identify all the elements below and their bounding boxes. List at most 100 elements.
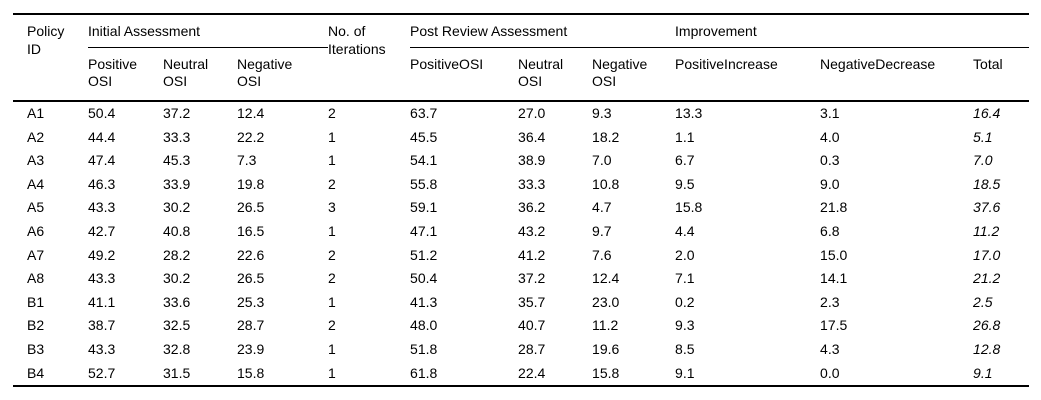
group-post-review-assessment: Post Review Assessment [410, 14, 676, 48]
table-row: B3 43.3 32.8 23.9 1 51.8 28.7 19.6 8.5 4.3 12.8 [13, 338, 1029, 362]
value-cell: 48.0 [410, 317, 438, 334]
value-cell: 37.2 [163, 105, 191, 121]
policy-id-cell: B2 [27, 317, 45, 334]
value-cell: 3.1 [820, 105, 840, 121]
value-cell: 25.3 [237, 293, 265, 310]
value-cell: 21.2 [973, 270, 1001, 287]
value-cell: 41.3 [410, 293, 438, 310]
value-cell: 7.0 [973, 152, 993, 169]
value-cell: 18.5 [973, 175, 1001, 192]
value-cell: 41.1 [88, 293, 116, 310]
table-row: A6 42.7 40.8 16.5 1 47.1 43.2 9.7 4.4 6.8 11.2 [13, 220, 1029, 244]
table-row: A5 43.3 30.2 26.5 3 59.1 36.2 4.7 15.8 21.8 37.6 [13, 196, 1029, 220]
value-cell: 19.6 [592, 340, 620, 357]
policy-id-column-header: Policy ID [27, 23, 65, 57]
value-cell: 1 [328, 222, 336, 239]
value-cell: 10.8 [592, 175, 620, 192]
value-cell: 37.6 [973, 199, 1001, 216]
table-header: Policy ID Initial Assessment No. of Iter… [13, 14, 1030, 101]
table-row: B2 38.7 32.5 28.7 2 48.0 40.7 11.2 9.3 17.5 26.8 [13, 314, 1029, 338]
value-cell: 2 [328, 175, 336, 192]
value-cell: 1 [328, 364, 336, 381]
value-cell: 4.7 [592, 199, 612, 216]
value-cell: 43.3 [88, 340, 116, 357]
value-cell: 50.4 [410, 270, 438, 287]
group-header-row: Policy ID Initial Assessment No. of Iter… [13, 14, 1030, 57]
value-cell: 4.0 [820, 128, 840, 145]
value-cell: 15.8 [675, 199, 703, 216]
value-cell: 26.5 [237, 199, 265, 216]
value-cell: 51.2 [410, 246, 438, 263]
value-cell: 7.1 [675, 270, 695, 287]
value-cell: 32.5 [163, 317, 191, 334]
value-cell: 52.7 [88, 364, 116, 381]
value-cell: 59.1 [410, 199, 438, 216]
value-cell: 45.5 [410, 128, 438, 145]
value-cell: 33.9 [163, 175, 191, 192]
value-cell: 51.8 [410, 340, 438, 357]
value-cell: 61.8 [410, 364, 438, 381]
value-cell: 4.4 [675, 222, 695, 239]
value-cell: 22.2 [237, 128, 265, 145]
value-cell: 28.7 [237, 317, 265, 334]
value-cell: 9.3 [592, 105, 612, 121]
value-cell: 33.3 [518, 175, 546, 192]
policy-id-cell: A5 [27, 199, 45, 216]
value-cell: 31.5 [163, 364, 191, 381]
value-cell: 47.4 [88, 152, 116, 169]
value-cell: 17.0 [973, 246, 1001, 263]
subcol-negative-decrease: NegativeDecrease [820, 56, 936, 72]
value-cell: 1 [328, 128, 336, 145]
subcol-post-neutral-osi: Neutral OSI [518, 56, 564, 89]
value-cell: 55.8 [410, 175, 438, 192]
value-cell: 18.2 [592, 128, 620, 145]
subcol-positive-increase: PositiveIncrease [675, 56, 778, 72]
value-cell: 40.8 [163, 222, 191, 239]
value-cell: 36.4 [518, 128, 546, 145]
subcol-post-positive-osi: PositiveOSI [410, 56, 484, 72]
table-row: A3 47.4 45.3 7.3 1 54.1 38.9 7.0 6.7 0.3 7.0 [13, 149, 1029, 173]
value-cell: 43.3 [88, 270, 116, 287]
value-cell: 32.8 [163, 340, 191, 357]
value-cell: 6.7 [675, 152, 695, 169]
value-cell: 2.3 [820, 293, 840, 310]
value-cell: 2 [328, 270, 336, 287]
value-cell: 2 [328, 105, 336, 121]
subcol-initial-negative-osi: Negative OSI [237, 56, 293, 89]
value-cell: 9.1 [973, 364, 993, 381]
value-cell: 3 [328, 199, 336, 216]
value-cell: 13.3 [675, 105, 703, 121]
value-cell: 42.7 [88, 222, 116, 239]
value-cell: 47.1 [410, 222, 438, 239]
value-cell: 37.2 [518, 270, 546, 287]
table-row: A7 49.2 28.2 22.6 2 51.2 41.2 7.6 2.0 15.0 17.0 [13, 244, 1029, 268]
policy-id-cell: B3 [27, 340, 45, 357]
value-cell: 0.0 [820, 364, 840, 381]
value-cell: 26.5 [237, 270, 265, 287]
value-cell: 9.0 [820, 175, 840, 192]
value-cell: 30.2 [163, 199, 191, 216]
table-row: B1 41.1 33.6 25.3 1 41.3 35.7 23.0 0.2 2.3 2.5 [13, 291, 1029, 315]
value-cell: 14.1 [820, 270, 848, 287]
subcol-initial-neutral-osi: Neutral OSI [163, 56, 209, 89]
table-row: A1 50.4 37.2 12.4 2 63.7 27.0 9.3 13.3 3.1 16.4 [13, 101, 1029, 126]
value-cell: 21.8 [820, 199, 848, 216]
value-cell: 2 [328, 317, 336, 334]
value-cell: 38.7 [88, 317, 116, 334]
value-cell: 33.6 [163, 293, 191, 310]
value-cell: 8.5 [675, 340, 695, 357]
value-cell: 12.4 [592, 270, 620, 287]
value-cell: 4.3 [820, 340, 840, 357]
value-cell: 50.4 [88, 105, 116, 121]
table-row: B4 52.7 31.5 15.8 1 61.8 22.4 15.8 9.1 0.0 9.1 [13, 362, 1029, 387]
value-cell: 15.0 [820, 246, 848, 263]
value-cell: 19.8 [237, 175, 265, 192]
table-row: A4 46.3 33.9 19.8 2 55.8 33.3 10.8 9.5 9.0 18.5 [13, 173, 1029, 197]
assessment-results-table: Policy ID Initial Assessment No. of Iter… [13, 13, 1030, 388]
value-cell: 0.3 [820, 152, 840, 169]
value-cell: 15.8 [592, 364, 620, 381]
value-cell: 1.1 [675, 128, 695, 145]
value-cell: 41.2 [518, 246, 546, 263]
value-cell: 23.9 [237, 340, 265, 357]
value-cell: 2.0 [675, 246, 695, 263]
